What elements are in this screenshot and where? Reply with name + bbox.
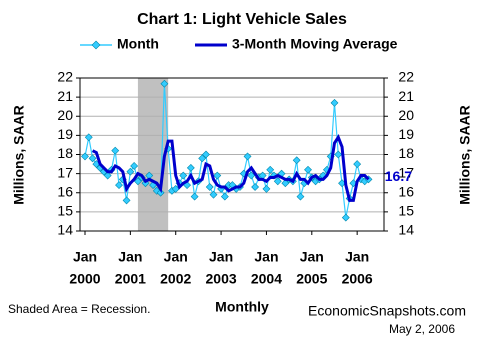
marker — [330, 98, 339, 107]
marker — [262, 185, 271, 193]
x-tick-label: 2006 — [342, 271, 373, 287]
y2-tick-label: 17 — [398, 164, 414, 180]
marker — [198, 154, 207, 163]
marker — [190, 192, 199, 201]
y-tick-label: 21 — [57, 88, 73, 104]
marker — [247, 171, 256, 180]
marker — [179, 171, 188, 180]
marker — [205, 183, 214, 191]
x-tick-label: Jan — [73, 249, 97, 265]
legend-label: 3-Month Moving Average — [232, 36, 398, 52]
note: Shaded Area = Recession. — [8, 302, 150, 316]
marker — [202, 150, 210, 159]
marker — [273, 177, 282, 186]
marker — [126, 167, 135, 176]
plot-border — [79, 77, 385, 232]
x-tick-label: 2004 — [251, 271, 282, 287]
marker — [111, 146, 120, 155]
y2-tick-label: 14 — [398, 222, 414, 238]
y2-tick-label: 21 — [398, 88, 414, 104]
y-tick-label: 22 — [57, 69, 73, 85]
marker — [209, 190, 218, 199]
y2-tick-label: 15 — [398, 203, 414, 219]
y-tick-label: 16 — [57, 183, 73, 199]
marker — [341, 213, 350, 222]
marker — [88, 154, 97, 163]
x-tick-label: Jan — [300, 249, 324, 265]
marker — [334, 150, 343, 159]
marker — [296, 192, 305, 201]
x-tick-label: 2001 — [115, 271, 146, 287]
marker — [160, 79, 169, 88]
marker — [270, 171, 278, 180]
marker — [103, 171, 112, 180]
x-tick-label: Jan — [209, 249, 233, 265]
x-tick-label: Jan — [118, 249, 142, 265]
marker — [122, 196, 131, 205]
y-tick-label: 14 — [57, 222, 73, 238]
y2-axis-label: Millions, SAAR — [457, 105, 473, 205]
marker — [156, 188, 165, 197]
marker — [115, 181, 123, 190]
marker — [304, 165, 312, 174]
marker — [251, 183, 260, 191]
y-tick-label: 19 — [57, 126, 73, 142]
marker — [292, 156, 301, 165]
x-tick-label: 2003 — [206, 271, 237, 287]
marker — [133, 177, 142, 186]
marker — [84, 133, 93, 142]
marker — [213, 171, 222, 180]
x-tick-label: 2002 — [160, 271, 191, 287]
x-axis-label: Monthly — [215, 299, 269, 315]
x-tick-label: 2000 — [69, 271, 100, 287]
x-tick-label: Jan — [164, 249, 188, 265]
marker — [220, 192, 229, 201]
marker — [81, 152, 89, 161]
legend-marker — [91, 40, 101, 50]
y-tick-label: 15 — [57, 203, 73, 219]
date: May 2, 2006 — [389, 322, 455, 336]
chart-title: Chart 1: Light Vehicle Sales — [137, 11, 347, 28]
x-tick-label: Jan — [254, 249, 278, 265]
y-tick-label: 18 — [57, 145, 73, 161]
legend-label: Month — [117, 36, 159, 52]
y2-tick-label: 22 — [398, 69, 414, 85]
marker — [243, 152, 252, 161]
marker — [186, 163, 195, 172]
y-axis-label: Millions, SAAR — [11, 105, 27, 205]
y2-tick-label: 19 — [398, 126, 414, 142]
y2-tick-label: 16 — [398, 183, 414, 199]
marker — [281, 179, 290, 188]
value-label: 16.7 — [385, 168, 412, 184]
series-line — [91, 134, 370, 202]
y2-tick-label: 20 — [398, 107, 414, 123]
x-tick-label: 2005 — [296, 271, 327, 287]
marker — [171, 185, 180, 193]
source: EconomicSnapshots.com — [308, 303, 466, 319]
y2-tick-label: 18 — [398, 145, 414, 161]
y-tick-label: 17 — [57, 164, 73, 180]
x-tick-label: Jan — [345, 249, 369, 265]
marker — [130, 162, 139, 170]
marker — [353, 160, 362, 168]
y-tick-label: 20 — [57, 107, 73, 123]
marker — [266, 165, 275, 174]
